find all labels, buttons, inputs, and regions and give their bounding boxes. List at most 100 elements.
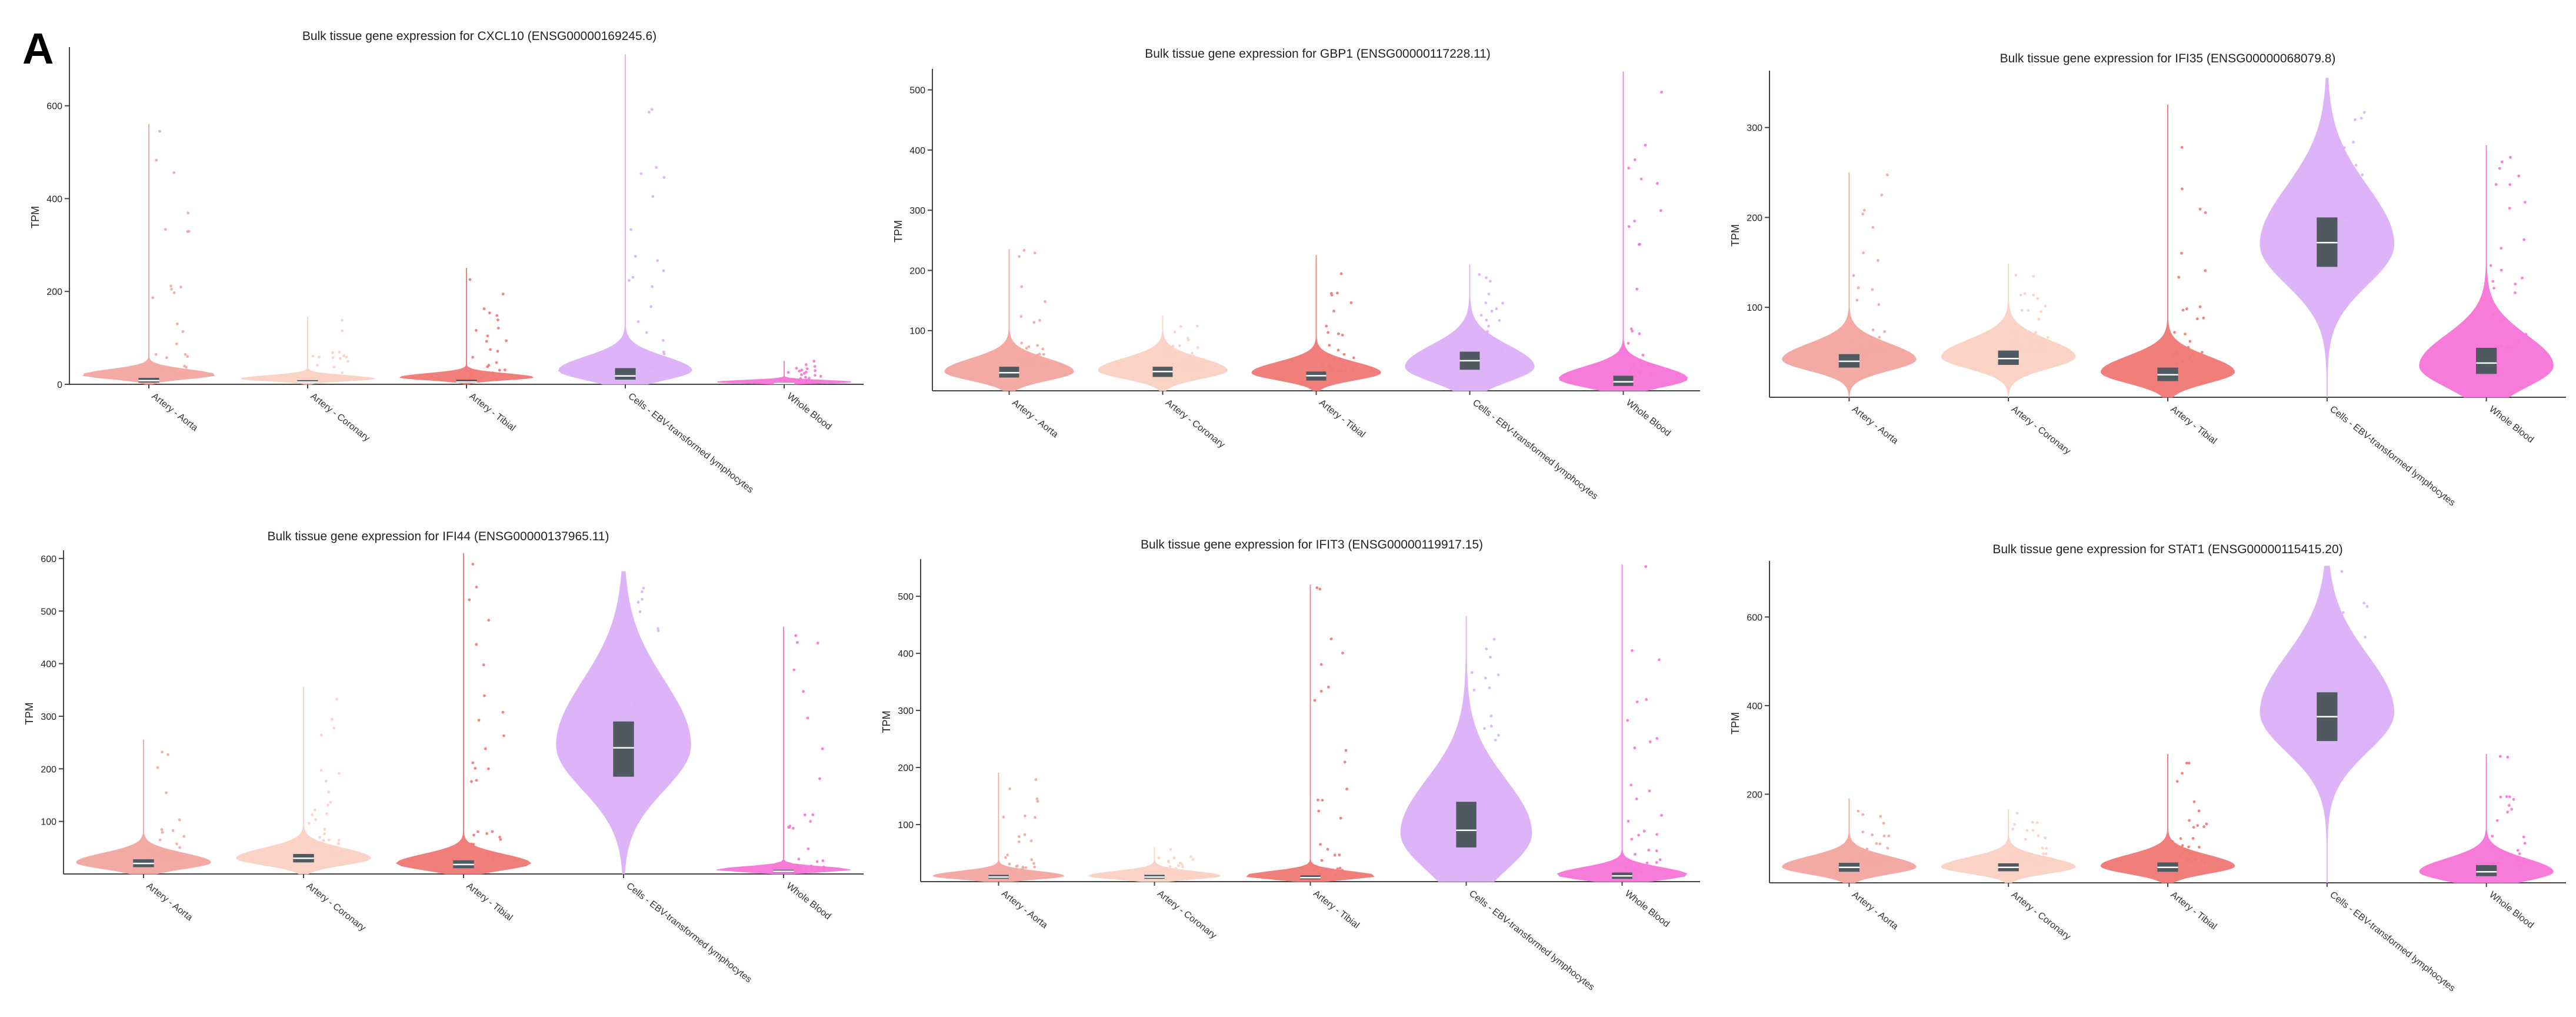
- outlier-point: [478, 371, 482, 375]
- outlier-point: [1871, 328, 1875, 331]
- outlier-point: [1189, 855, 1193, 858]
- outlier-point: [171, 850, 174, 854]
- outlier-point: [1635, 797, 1638, 800]
- outlier-point: [660, 686, 664, 689]
- outlier-point: [1195, 324, 1199, 328]
- outlier-point: [1861, 212, 1865, 215]
- violin-group: [932, 773, 1065, 882]
- outlier-point: [1184, 365, 1187, 368]
- outlier-point: [1627, 225, 1631, 228]
- outlier-point: [1497, 734, 1500, 737]
- outlier-point: [2491, 280, 2495, 283]
- outlier-point: [640, 352, 644, 355]
- outlier-point: [482, 307, 486, 310]
- outlier-point: [636, 672, 639, 676]
- outlier-point: [171, 858, 174, 861]
- outlier-point: [1639, 870, 1642, 874]
- outlier-point: [2198, 846, 2201, 849]
- outlier-point: [1165, 364, 1168, 367]
- outlier-point: [1174, 872, 1178, 876]
- outlier-point: [1033, 865, 1037, 869]
- outlier-point: [802, 690, 805, 693]
- outlier-point: [491, 371, 494, 374]
- outlier-point: [1482, 794, 1486, 797]
- outlier-point: [1337, 332, 1340, 335]
- outlier-point: [636, 600, 640, 604]
- outlier-point: [338, 357, 342, 360]
- outlier-point: [2042, 852, 2045, 855]
- outlier-point: [2012, 343, 2015, 346]
- outlier-point: [2523, 842, 2527, 845]
- outlier-point: [483, 694, 486, 697]
- outlier-point: [2200, 859, 2204, 862]
- outlier-point: [1341, 652, 1344, 654]
- violin-group: [76, 739, 211, 875]
- outlier-point: [476, 830, 479, 833]
- outlier-point: [819, 375, 822, 378]
- outlier-point: [2500, 247, 2503, 250]
- outlier-point: [1032, 321, 1036, 324]
- outlier-point: [651, 366, 655, 370]
- outlier-point: [1022, 359, 1025, 363]
- outlier-point: [2011, 827, 2015, 831]
- outlier-point: [812, 360, 816, 363]
- outlier-point: [2038, 343, 2041, 346]
- outlier-point: [1332, 310, 1335, 313]
- outlier-point: [2491, 313, 2495, 316]
- outlier-point: [2192, 800, 2196, 803]
- outlier-point: [175, 855, 178, 859]
- outlier-point: [486, 334, 489, 338]
- outlier-point: [1179, 364, 1182, 367]
- outlier-point: [808, 377, 811, 380]
- outlier-point: [172, 368, 176, 371]
- outlier-point: [1316, 866, 1319, 869]
- outlier-point: [469, 842, 473, 846]
- outlier-point: [469, 373, 472, 376]
- outlier-point: [165, 853, 168, 856]
- outlier-point: [2188, 340, 2192, 343]
- chart-title: Bulk tissue gene expression for CXCL10 (…: [302, 29, 657, 43]
- outlier-point: [2188, 852, 2192, 855]
- outlier-point: [2196, 824, 2200, 827]
- outlier-point: [1629, 327, 1633, 331]
- outlier-point: [491, 858, 495, 862]
- outlier-point: [2190, 860, 2193, 864]
- outlier-point: [2509, 854, 2512, 857]
- outlier-point: [1497, 673, 1500, 676]
- outlier-point: [1497, 777, 1501, 780]
- outlier-point: [2191, 837, 2195, 840]
- outlier-point: [175, 342, 178, 345]
- outlier-point: [794, 634, 798, 637]
- outlier-point: [335, 697, 338, 701]
- outlier-point: [1632, 363, 1636, 366]
- outlier-point: [339, 849, 343, 852]
- outlier-point: [158, 129, 161, 133]
- y-tick-label: 500: [41, 607, 56, 617]
- outlier-point: [2330, 599, 2334, 601]
- outlier-point: [662, 352, 666, 355]
- outlier-point: [1631, 649, 1634, 652]
- outlier-point: [1341, 334, 1344, 337]
- outlier-point: [1886, 173, 1889, 177]
- outlier-point: [2350, 637, 2353, 640]
- violin-group: [556, 571, 691, 875]
- outlier-point: [162, 852, 166, 855]
- violin-group: [2101, 105, 2235, 398]
- outlier-point: [2027, 308, 2030, 312]
- outlier-point: [1157, 856, 1161, 860]
- outlier-point: [2201, 351, 2204, 354]
- outlier-point: [2196, 365, 2200, 369]
- outlier-point: [2355, 214, 2358, 218]
- outlier-point: [2338, 188, 2341, 191]
- outlier-point: [1034, 778, 1038, 781]
- outlier-point: [1489, 724, 1493, 728]
- outlier-point: [1489, 714, 1493, 717]
- outlier-point: [1341, 869, 1344, 872]
- outlier-point: [2044, 836, 2047, 839]
- outlier-point: [1871, 833, 1874, 836]
- outlier-point: [323, 832, 326, 836]
- outlier-point: [2044, 304, 2047, 308]
- outlier-point: [641, 590, 644, 593]
- outlier-point: [642, 586, 645, 590]
- outlier-point: [186, 230, 189, 233]
